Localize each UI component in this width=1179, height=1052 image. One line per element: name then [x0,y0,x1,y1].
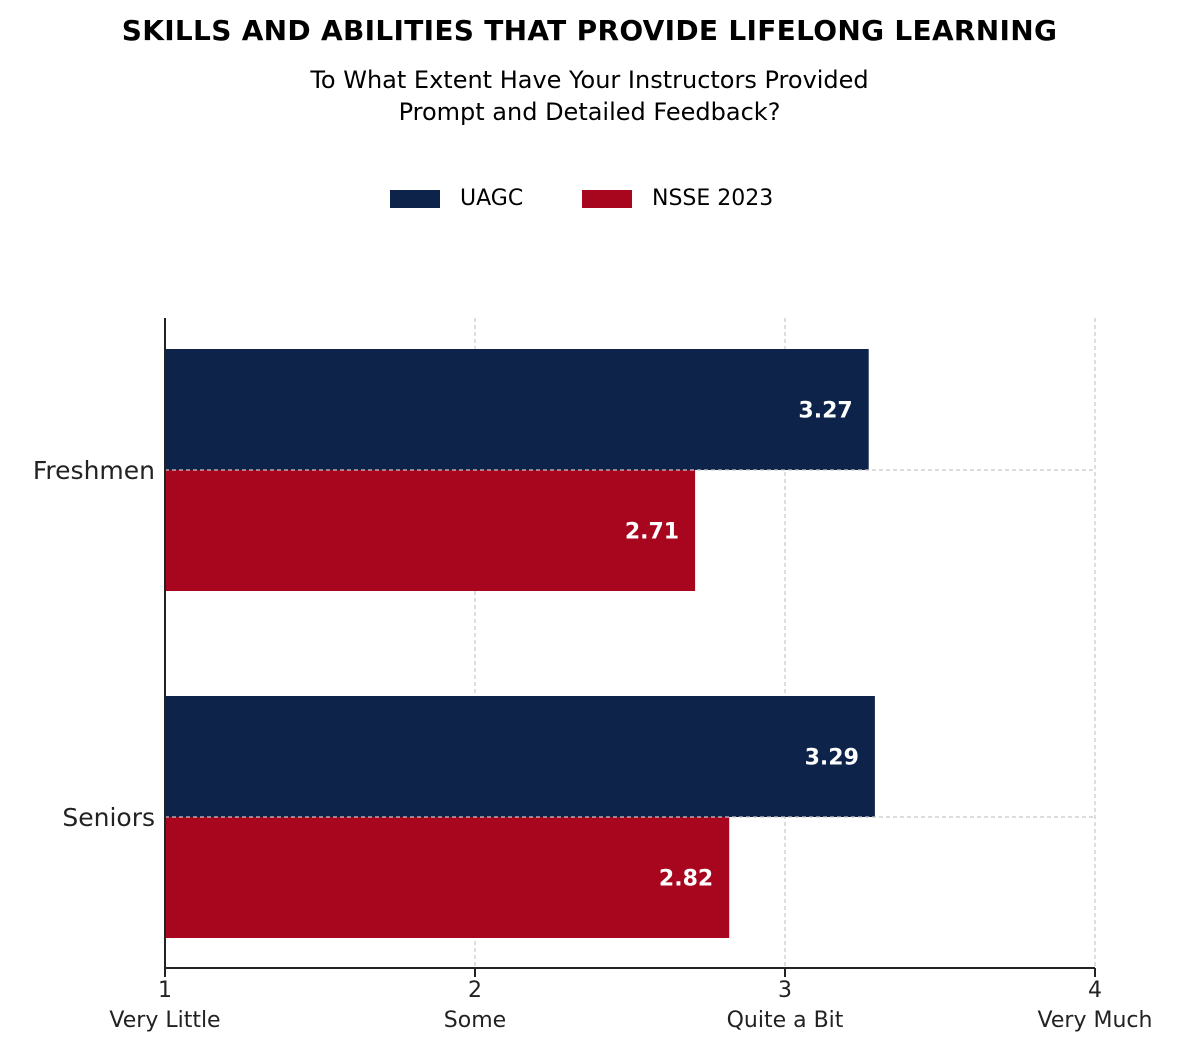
x-tick-sublabel-4: Very Much [1038,1008,1153,1033]
bar-seniors-nsse [165,817,730,938]
y-tick-label-seniors: Seniors [62,803,155,832]
x-tick-label-2: 2 [468,978,482,1003]
bar-seniors-uagc [165,696,875,817]
legend-swatch-uagc [390,190,440,208]
chart-subtitle: To What Extent Have Your Instructors Pro… [0,64,1179,128]
y-tick-label-freshmen: Freshmen [33,456,155,485]
legend-label-nsse: NSSE 2023 [652,186,774,211]
subtitle-line-1: To What Extent Have Your Instructors Pro… [310,66,869,94]
legend-swatch-nsse [582,190,632,208]
bar-freshmen-uagc [165,349,869,470]
chart-title: SKILLS AND ABILITIES THAT PROVIDE LIFELO… [121,14,1058,47]
bar-freshmen-nsse [165,470,696,591]
data-label-seniors-nsse: 2.82 [659,867,713,892]
data-label-freshmen-uagc: 3.27 [798,399,852,424]
x-tick-label-1: 1 [158,978,172,1003]
subtitle-line-2: Prompt and Detailed Feedback? [398,98,781,126]
legend-label-uagc: UAGC [460,186,524,211]
data-label-seniors-uagc: 3.29 [805,746,859,771]
x-tick-sublabel-2: Some [444,1008,506,1033]
x-tick-label-3: 3 [778,978,792,1003]
x-tick-sublabel-1: Very Little [109,1008,220,1033]
data-label-freshmen-nsse: 2.71 [625,520,679,545]
x-tick-sublabel-3: Quite a Bit [727,1008,844,1033]
x-tick-label-4: 4 [1088,978,1102,1003]
